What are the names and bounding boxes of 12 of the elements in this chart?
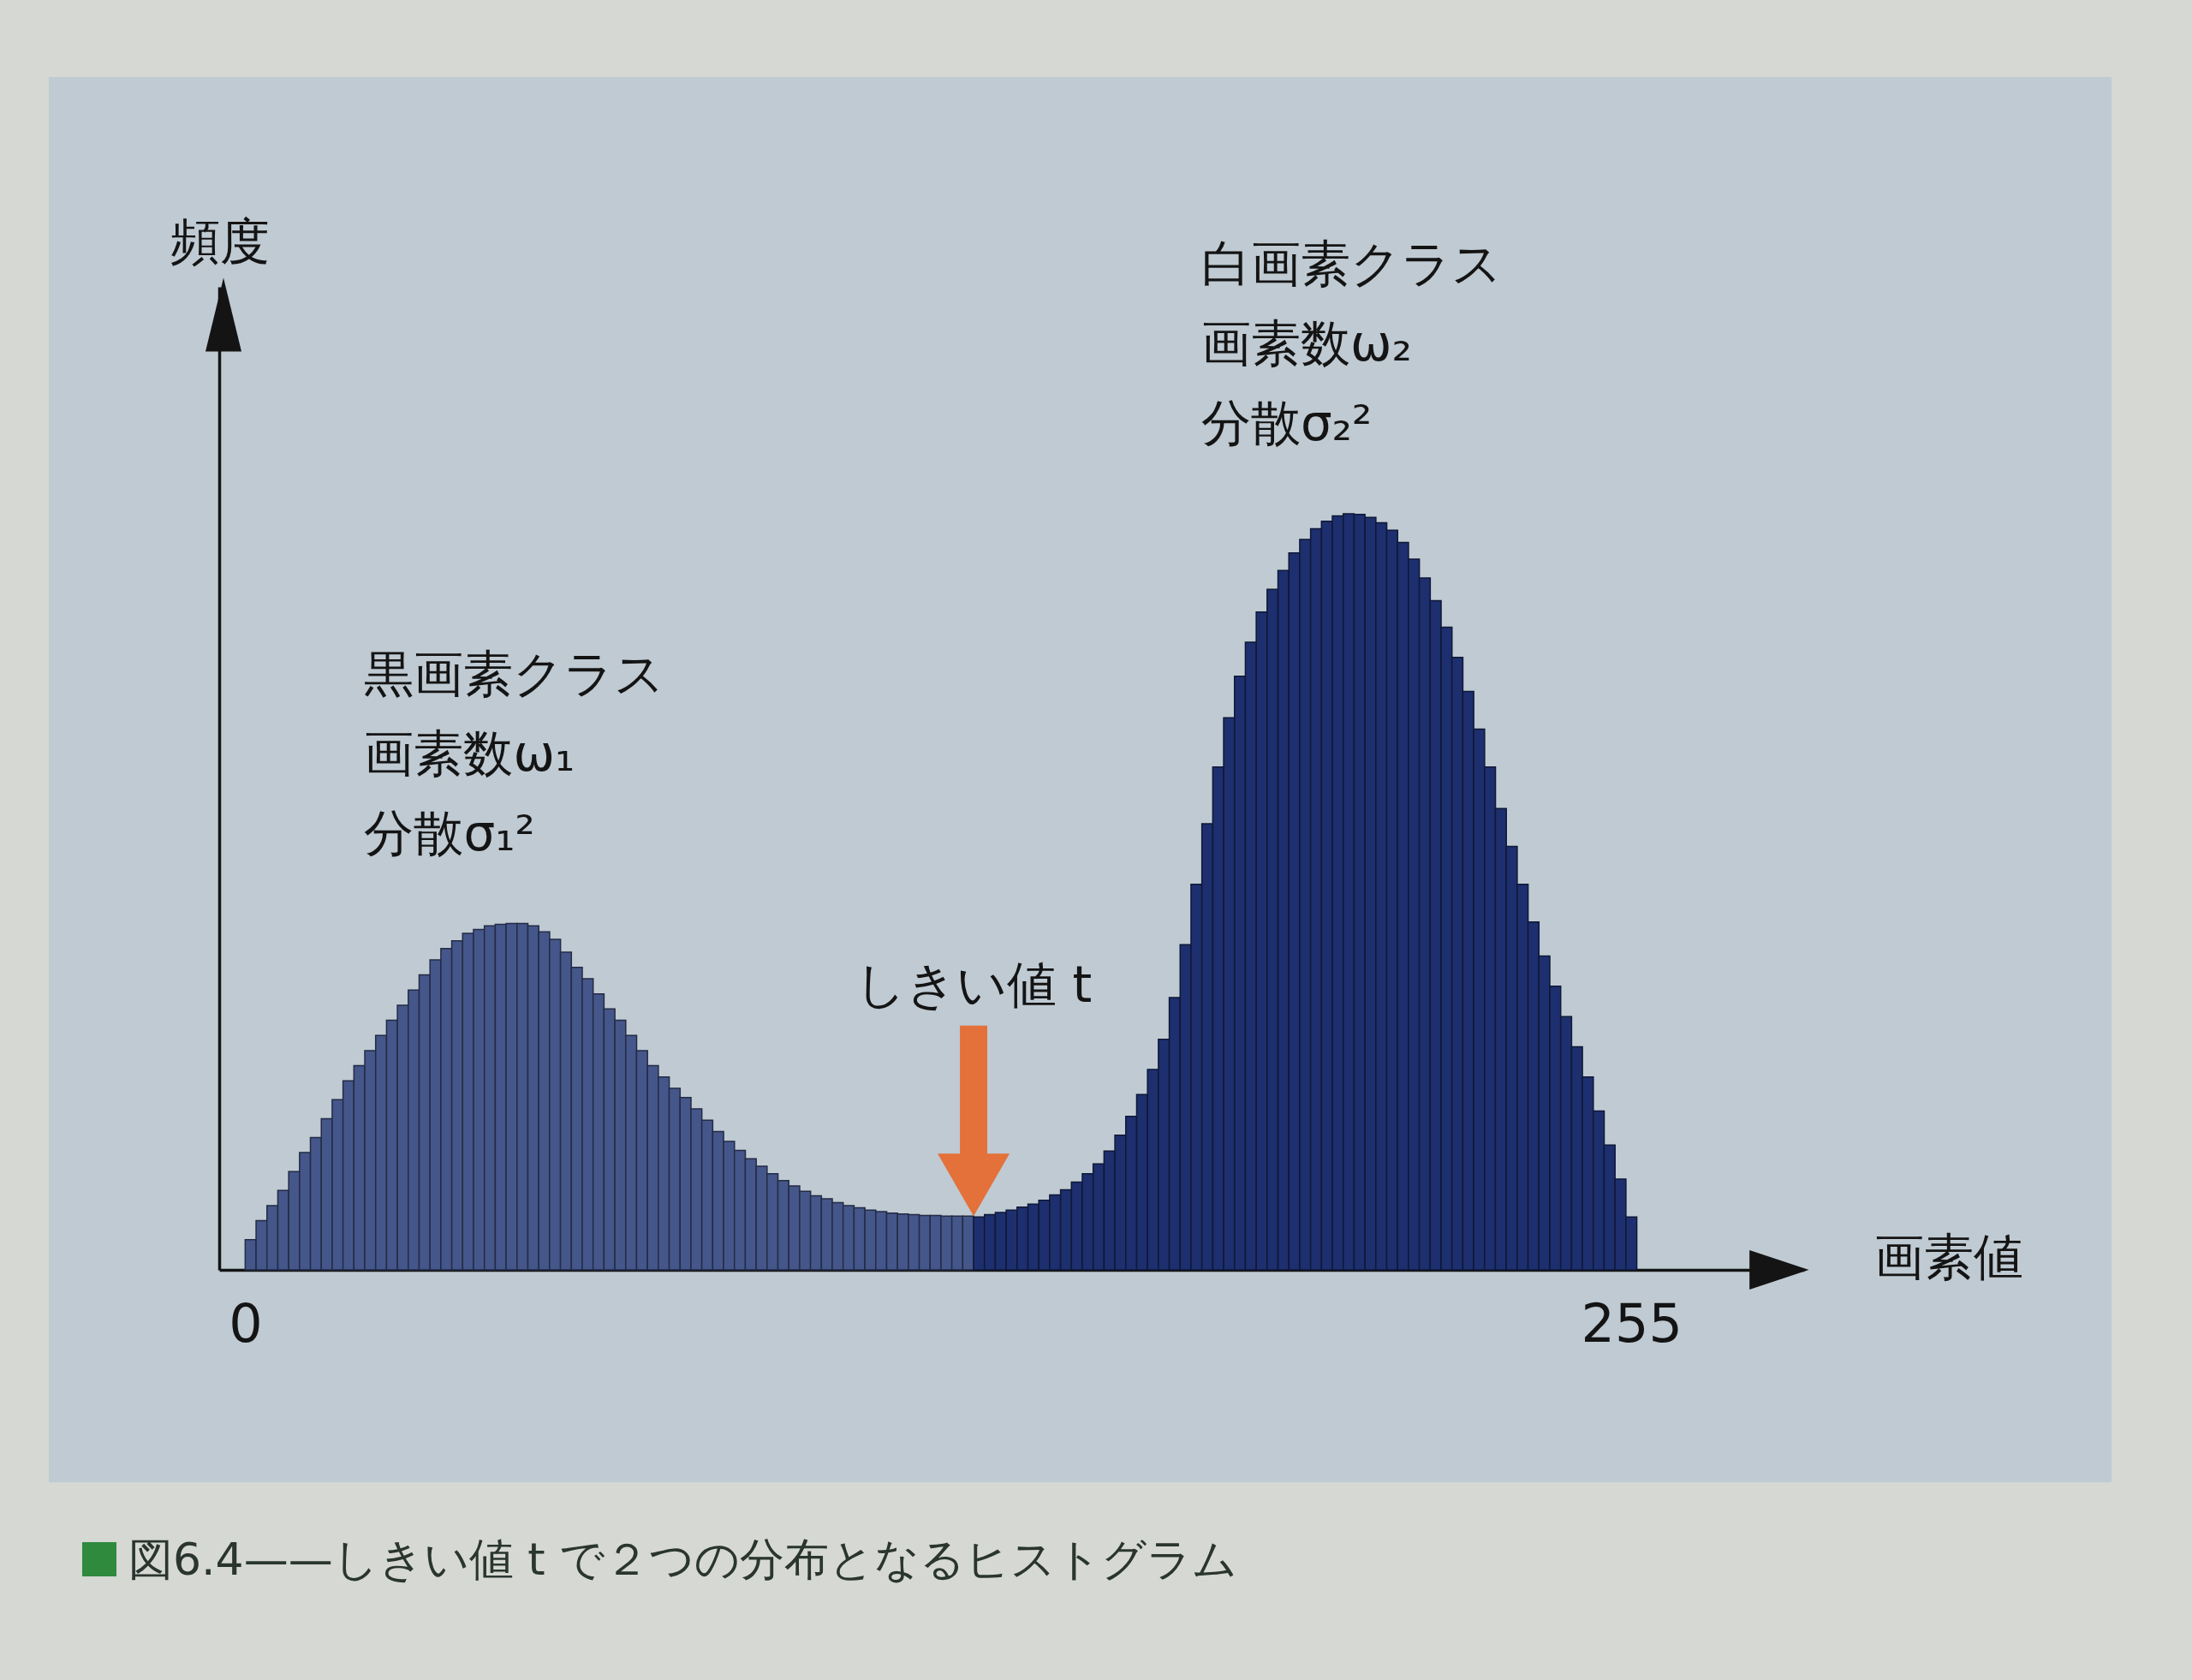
x-tick-label: 0 — [229, 1291, 263, 1355]
text: 分散σ₂² — [1201, 393, 1373, 452]
text: 画素数ω₂ — [1201, 313, 1412, 372]
annotation: 画素数ω₁ — [364, 724, 575, 783]
x-axis-title: 画素値 — [1873, 1227, 2023, 1286]
text: 白画素クラス — [1201, 234, 1503, 293]
annotation: しきい値 t — [855, 956, 1093, 1015]
x-tick-label: 255 — [1581, 1291, 1683, 1355]
annotation: 黒画素クラス — [364, 644, 665, 703]
y-axis-title: 頻度 — [170, 211, 270, 271]
text: 図6.4——しきい値 t で２つの分布となるヒストグラム — [128, 1534, 1238, 1585]
annotation: 分散σ₁² — [364, 803, 535, 862]
